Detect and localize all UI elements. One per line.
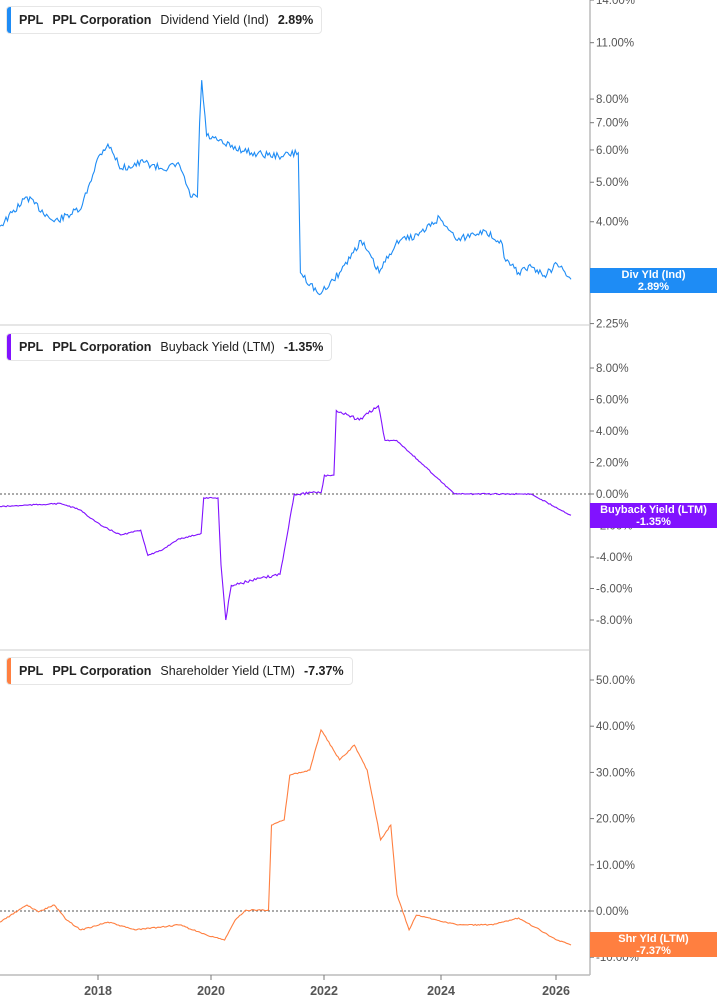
legend-value: -7.37% <box>303 664 344 678</box>
box-label: Shr Yld (LTM) <box>618 933 689 945</box>
y-tick-label: 4.00% <box>596 426 629 438</box>
y-tick-label: 0.00% <box>596 489 629 501</box>
y-tick-label: 10.00% <box>596 860 635 872</box>
x-tick-label: 2024 <box>427 984 455 998</box>
box-label: Div Yld (Ind) <box>621 269 686 281</box>
y-tick-label: 14.00% <box>596 0 635 7</box>
series-color-bar <box>7 658 11 684</box>
x-tick-label: 2022 <box>310 984 338 998</box>
legend-dividend-yield[interactable]: PPL PPL Corporation Dividend Yield (Ind)… <box>6 6 323 34</box>
box-value: -1.35% <box>636 516 671 528</box>
last-value-box-dividend: Div Yld (Ind) 2.89% <box>590 268 717 293</box>
legend-ticker: PPL <box>19 13 44 27</box>
series-line-shareholder-yield <box>0 728 572 946</box>
legend-shareholder-yield[interactable]: PPL PPL Corporation Shareholder Yield (L… <box>6 657 353 685</box>
y-tick-label: -4.00% <box>596 552 632 564</box>
legend-buyback-yield[interactable]: PPL PPL Corporation Buyback Yield (LTM) … <box>6 333 333 361</box>
y-tick-label: 2.25% <box>596 319 629 331</box>
y-tick-label: 40.00% <box>596 721 635 733</box>
y-tick-label: 6.00% <box>596 145 629 157</box>
legend-value: -1.35% <box>283 340 324 354</box>
series-line-buyback-yield <box>0 404 572 621</box>
y-tick-label: 0.00% <box>596 906 629 918</box>
legend-ticker: PPL <box>19 340 44 354</box>
series-color-bar <box>7 334 11 360</box>
legend-company: PPL Corporation <box>52 340 152 354</box>
legend-company: PPL Corporation <box>52 13 152 27</box>
legend-ticker: PPL <box>19 664 44 678</box>
legend-company: PPL Corporation <box>52 664 152 678</box>
y-tick-label: 20.00% <box>596 814 635 826</box>
y-tick-label: 8.00% <box>596 363 629 375</box>
y-tick-label: 8.00% <box>596 94 629 106</box>
x-tick-label: 2026 <box>542 984 570 998</box>
y-tick-label: 4.00% <box>596 217 629 229</box>
y-tick-label: 11.00% <box>596 38 634 50</box>
legend-metric: Buyback Yield (LTM) <box>160 340 275 354</box>
last-value-box-buyback: Buyback Yield (LTM) -1.35% <box>590 503 717 528</box>
y-tick-label: 6.00% <box>596 395 629 407</box>
y-tick-label: 5.00% <box>596 177 629 189</box>
box-value: -7.37% <box>636 945 671 957</box>
last-value-box-shareholder: Shr Yld (LTM) -7.37% <box>590 932 717 957</box>
x-tick-label: 2020 <box>197 984 225 998</box>
x-tick-label: 2018 <box>84 984 112 998</box>
series-line-dividend-yield <box>0 80 572 296</box>
series-color-bar <box>7 7 11 33</box>
y-tick-label: 30.00% <box>596 767 635 779</box>
y-tick-label: -6.00% <box>596 584 632 596</box>
y-tick-label: 50.00% <box>596 675 635 687</box>
legend-metric: Dividend Yield (Ind) <box>160 13 269 27</box>
legend-metric: Shareholder Yield (LTM) <box>160 664 295 678</box>
legend-value: 2.89% <box>277 13 314 27</box>
y-tick-label: 2.00% <box>596 458 629 470</box>
y-tick-label: -8.00% <box>596 615 632 627</box>
box-value: 2.89% <box>637 281 670 293</box>
box-label: Buyback Yield (LTM) <box>600 504 707 516</box>
y-tick-label: 7.00% <box>596 118 629 130</box>
